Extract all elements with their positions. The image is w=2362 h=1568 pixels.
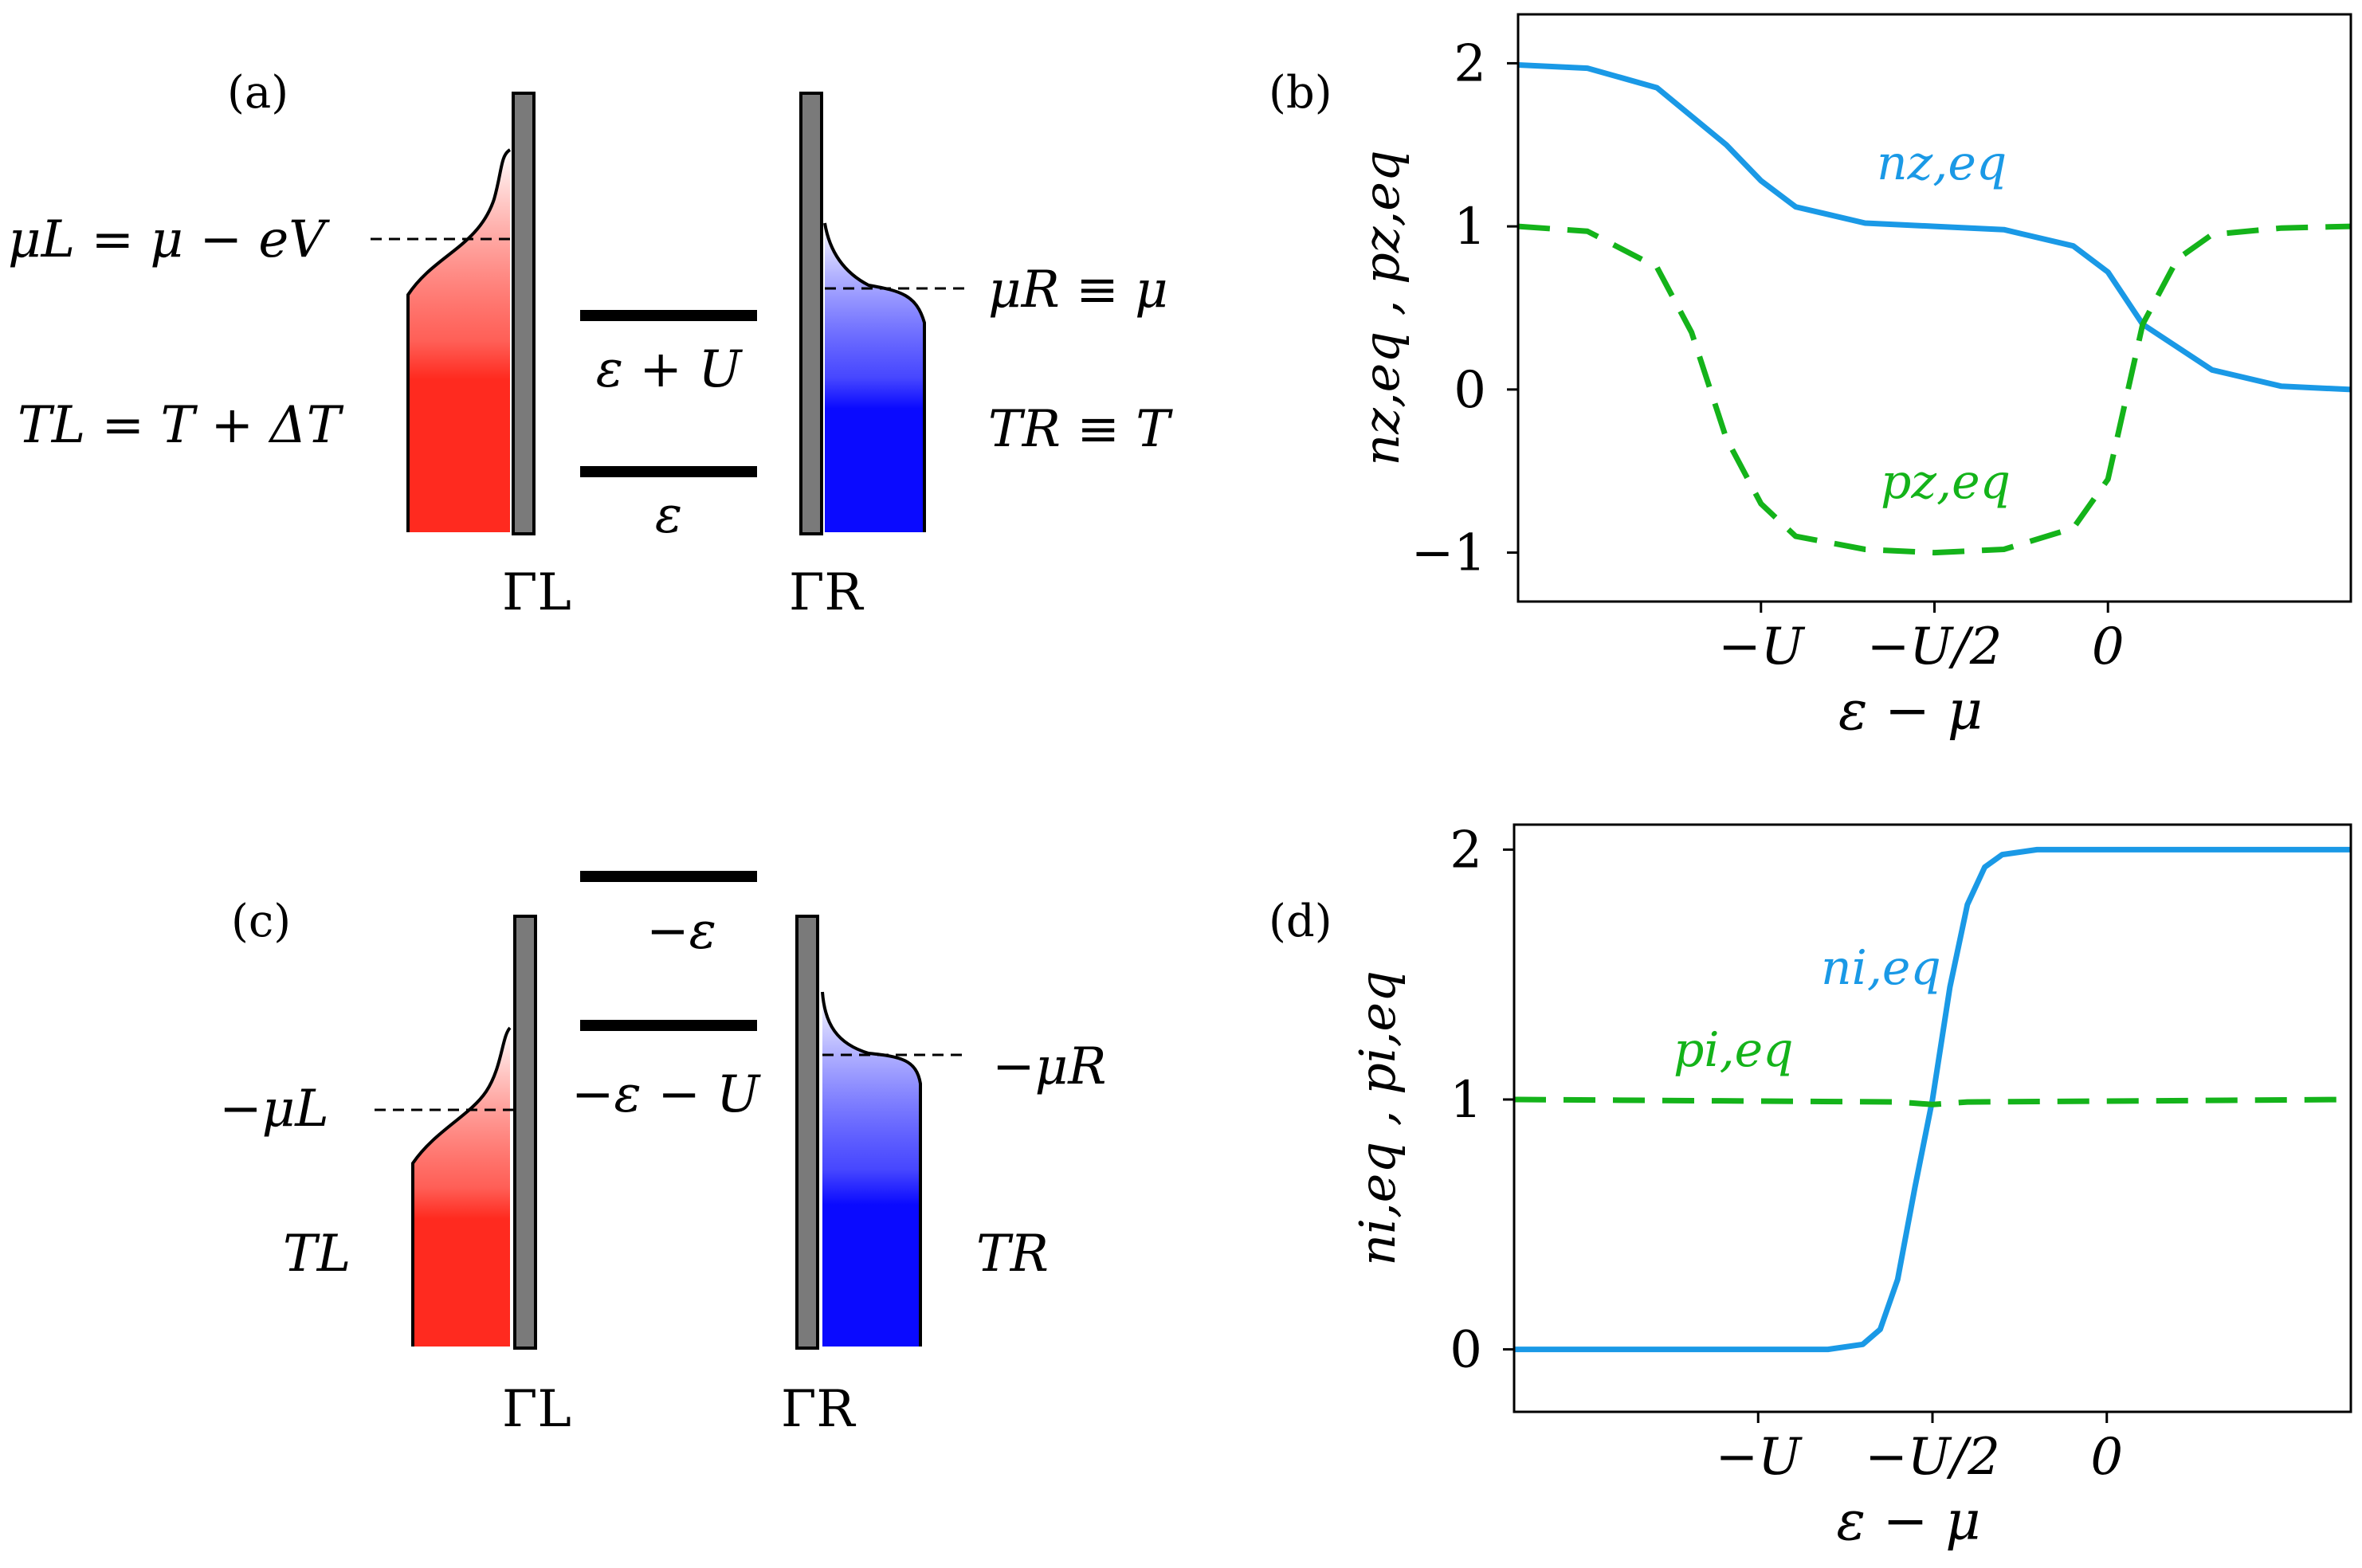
x-tick-label: −U/2	[1867, 617, 2003, 676]
y-tick-label: 0	[1454, 361, 1486, 420]
T-right-label: TR ≡ T	[988, 400, 1173, 459]
gamma-right-label-c: ΓR	[781, 1380, 856, 1439]
T-left-label: TL = T + ΔT	[18, 396, 344, 455]
level-lower-label: ε	[655, 486, 682, 545]
level-upper	[580, 310, 757, 321]
level-lower-label-c: −ε − U	[571, 1065, 761, 1124]
right-lead-fill-c	[822, 992, 920, 1347]
y-tick-label: 2	[1454, 34, 1486, 93]
right-lead-outline	[823, 222, 926, 532]
left-barrier	[512, 92, 536, 535]
panel-d: (d) −U −U/2 0 0 1 2 ε − μ ni,eq , pi,eq ni,eq p…	[1269, 821, 2352, 1553]
y-tick-label: 0	[1450, 1321, 1482, 1380]
T-right-label-c: TR	[976, 1225, 1049, 1284]
left-lead-fill-c	[413, 1028, 510, 1347]
x-tick-label: 0	[2090, 1428, 2123, 1487]
chart-d: −U −U/2 0 0 1 2 ε − μ ni,eq , pi,eq	[1348, 821, 2352, 1553]
level-upper-label-c: −ε	[646, 902, 716, 961]
mu-left-label: μL = μ − eV	[8, 210, 330, 269]
y-axis-label: ni,eq , pi,eq	[1348, 970, 1407, 1266]
level-upper-label: ε + U	[596, 340, 744, 399]
left-lead-outline-c	[411, 1026, 512, 1347]
left-lead-fill	[408, 150, 510, 532]
panel-label-d: (d)	[1269, 896, 1332, 947]
right-barrier	[799, 92, 823, 535]
mu-right-label-c: −μR	[992, 1037, 1106, 1096]
right-lead-fill	[825, 223, 924, 532]
right-barrier-c	[795, 915, 819, 1350]
y-axis-label: nz,eq , pz,eq	[1352, 150, 1411, 465]
y-tick-label: 1	[1454, 198, 1486, 257]
left-barrier-c	[513, 915, 537, 1350]
level-upper-c	[580, 871, 757, 882]
chart-b: −U −U/2 0 −1 0 1 2 ε − μ nz,eq , pz,eq	[1352, 13, 2352, 743]
gamma-left-label-c: ΓL	[502, 1380, 571, 1439]
panel-label-c: (c)	[231, 896, 291, 947]
series-label-n-b: nz,eq	[1877, 135, 2007, 191]
y-tick-label: 1	[1450, 1071, 1482, 1130]
series-label-p-b: pz,eq	[1881, 454, 2011, 510]
level-lower	[580, 466, 757, 477]
level-lower-c	[580, 1020, 757, 1031]
series-line-0	[1514, 846, 2351, 1353]
series-line-1	[1517, 223, 2352, 556]
panel-label-b: (b)	[1269, 67, 1332, 119]
gamma-left-label: ΓL	[502, 563, 571, 622]
panel-a: (a) ε + U ε μL = μ − eV TL = T + ΔT μR ≡…	[8, 67, 1173, 622]
gamma-right-label: ΓR	[789, 563, 864, 622]
mu-left-label-c: −μL	[219, 1080, 329, 1139]
x-axis-label: ε − μ	[1838, 680, 1983, 743]
y-tick-label: −1	[1411, 524, 1486, 583]
x-axis-label: ε − μ	[1837, 1490, 1981, 1553]
series-label-n-d: ni,eq	[1821, 940, 1941, 996]
panel-c: (c) −ε −ε − U −μL TL −μR TR ΓL ΓR	[219, 871, 1106, 1439]
x-tick-label: 0	[2092, 617, 2125, 676]
right-lead-outline-c	[821, 991, 922, 1347]
panel-label-a: (a)	[227, 67, 288, 119]
series-label-p-d: pi,eq	[1673, 1022, 1794, 1078]
series-line-0	[1517, 62, 2352, 393]
left-lead-outline	[406, 148, 512, 532]
panel-b: (b) −U −U/2 0 −1 0 1 2 ε − μ nz,eq , pz,eq nz,eq…	[1269, 13, 2352, 743]
series-line-1	[1513, 1096, 2352, 1107]
T-left-label-c: TL	[283, 1225, 351, 1284]
x-tick-label: −U/2	[1865, 1428, 2000, 1487]
plot-frame	[1516, 13, 2352, 603]
mu-right-label: μR ≡ μ	[988, 261, 1168, 319]
plot-frame	[1513, 823, 2352, 1413]
x-tick-label: −U	[1715, 1428, 1803, 1487]
x-tick-label: −U	[1718, 617, 1806, 676]
y-tick-label: 2	[1450, 821, 1482, 880]
